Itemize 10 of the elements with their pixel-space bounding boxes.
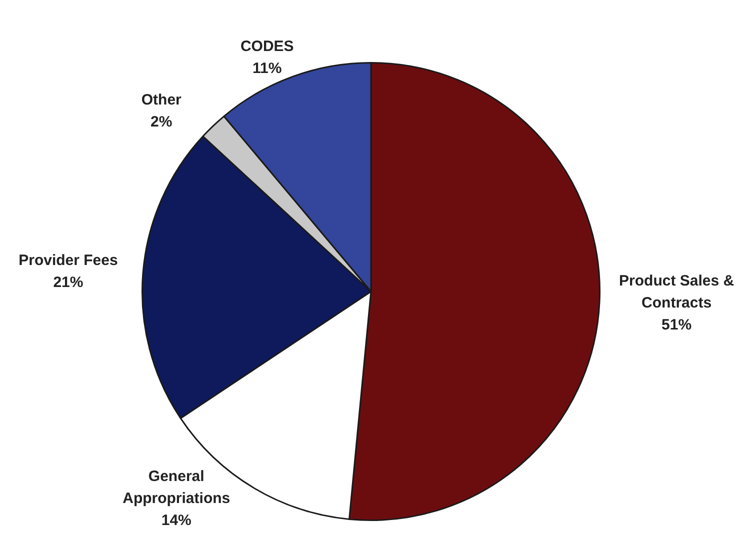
data-label: 11% — [252, 60, 282, 77]
slice-label: Other — [141, 92, 182, 109]
data-label: 2% — [150, 114, 172, 131]
slice-label: CODES — [240, 38, 294, 55]
slice-label: General Appropriations — [122, 468, 230, 508]
data-label: 14% — [161, 512, 192, 530]
slice-label: Provider Fees — [18, 252, 118, 269]
slice-label: Product Sales & Contracts — [619, 272, 734, 312]
data-label: 51% — [662, 316, 692, 334]
data-label: 21% — [53, 274, 84, 291]
